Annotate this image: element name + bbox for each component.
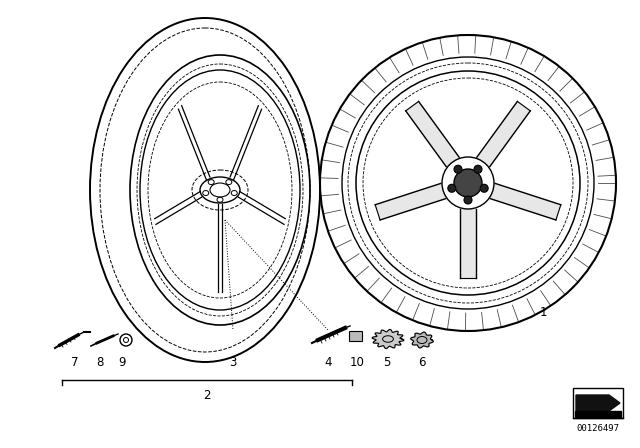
- Polygon shape: [375, 183, 445, 220]
- Polygon shape: [490, 183, 561, 220]
- Ellipse shape: [448, 184, 456, 192]
- Polygon shape: [411, 332, 433, 348]
- Ellipse shape: [454, 165, 462, 173]
- Ellipse shape: [454, 169, 482, 197]
- Text: 3: 3: [229, 356, 237, 369]
- Polygon shape: [477, 101, 531, 167]
- Text: 1: 1: [540, 306, 547, 319]
- Text: 9: 9: [118, 356, 125, 369]
- Text: 6: 6: [419, 356, 426, 369]
- Bar: [575, 411, 621, 417]
- Ellipse shape: [464, 196, 472, 204]
- Bar: [573, 388, 623, 418]
- Polygon shape: [372, 329, 404, 349]
- Text: 4: 4: [324, 356, 332, 369]
- Polygon shape: [406, 101, 459, 167]
- Ellipse shape: [480, 184, 488, 192]
- FancyBboxPatch shape: [349, 332, 362, 341]
- Polygon shape: [460, 209, 476, 278]
- Text: 2: 2: [204, 388, 211, 401]
- Text: 00126497: 00126497: [577, 423, 620, 432]
- Text: 7: 7: [71, 356, 79, 369]
- Ellipse shape: [474, 165, 482, 173]
- Text: 5: 5: [383, 356, 390, 369]
- Text: 10: 10: [349, 356, 364, 369]
- Polygon shape: [576, 395, 620, 411]
- Text: 8: 8: [96, 356, 104, 369]
